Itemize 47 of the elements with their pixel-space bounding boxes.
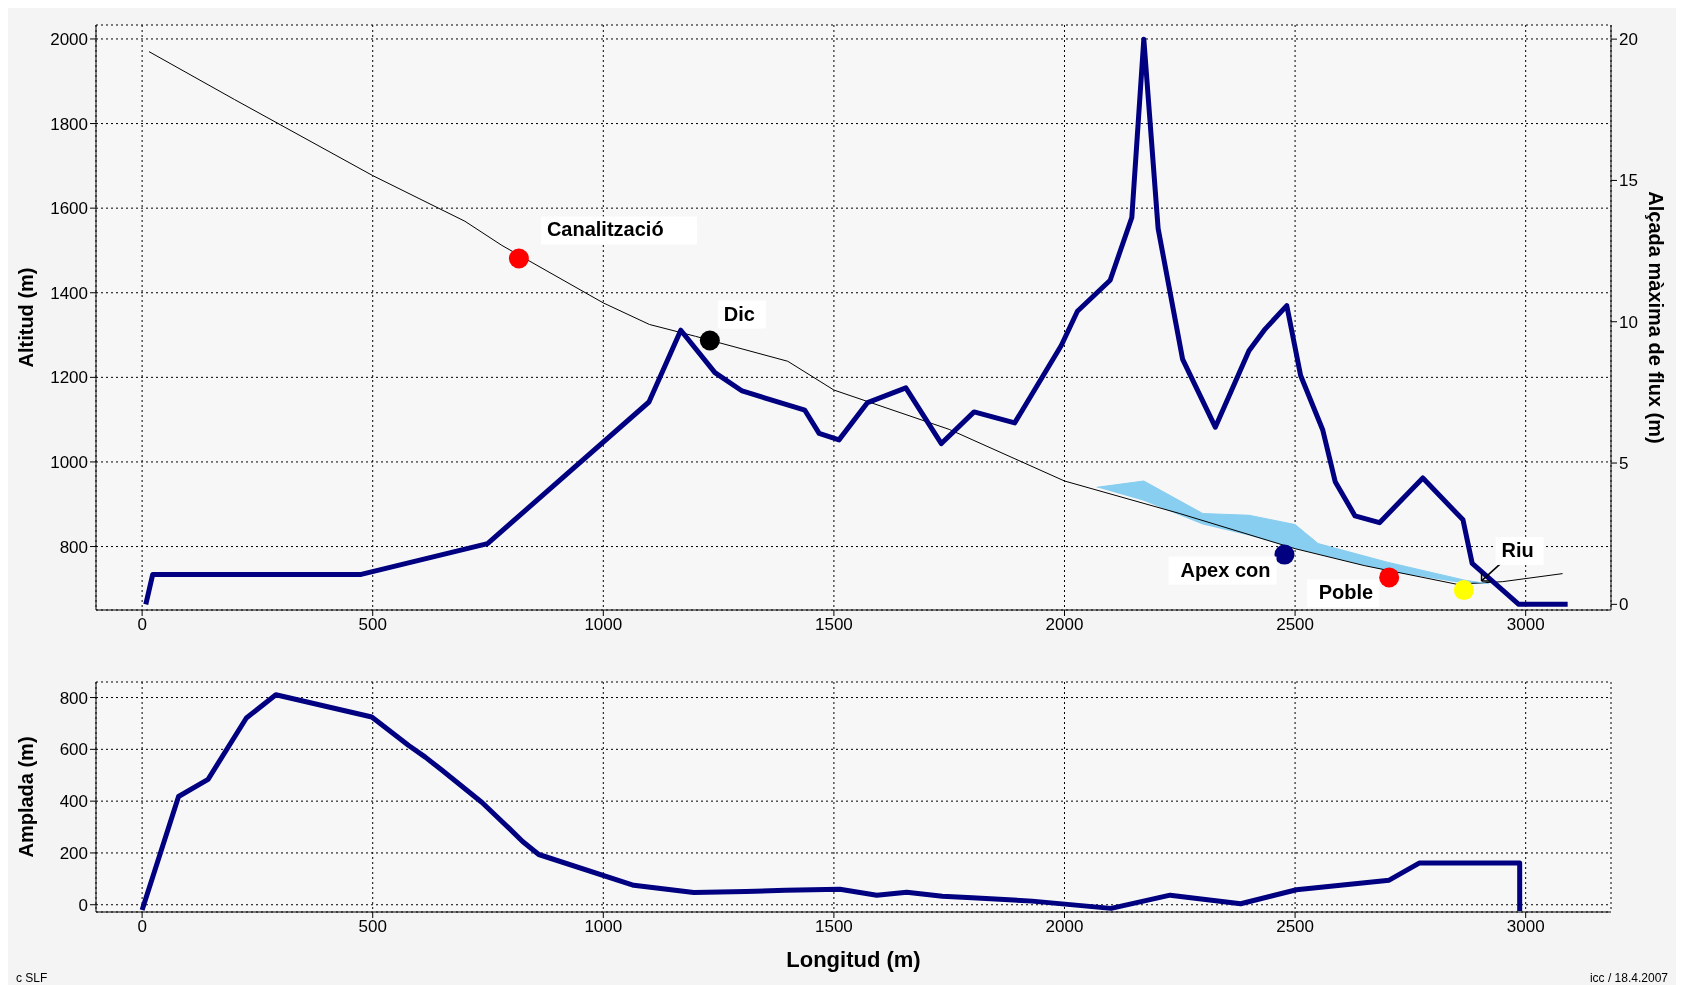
y-tick-label: 800 bbox=[59, 688, 88, 708]
y2-tick-label: 10 bbox=[1619, 312, 1638, 332]
y2-axis-title: Alçada màxima de flux (m) bbox=[1644, 191, 1667, 444]
text: icc / 18.4.2007 bbox=[1589, 971, 1668, 985]
x-tick-label: 1000 bbox=[584, 615, 623, 635]
y-tick-label: 1000 bbox=[50, 452, 88, 472]
x-tick-label: 1500 bbox=[814, 615, 853, 635]
x-tick-label: 3000 bbox=[1506, 917, 1545, 937]
x-tick-label: 0 bbox=[137, 917, 147, 937]
y-tick-label: 200 bbox=[59, 843, 88, 863]
x-tick-label: 3000 bbox=[1506, 615, 1545, 635]
y-axis-title: Amplada (m) bbox=[15, 736, 38, 858]
annotation: Riu bbox=[1501, 538, 1534, 561]
x-tick-label: 500 bbox=[358, 917, 387, 937]
y-tick-label: 600 bbox=[59, 740, 88, 760]
annotation: Apex con bbox=[1180, 558, 1271, 581]
y-tick-label: 800 bbox=[59, 537, 88, 557]
y2-tick-label: 5 bbox=[1619, 454, 1629, 474]
x-tick-label: 2500 bbox=[1276, 615, 1314, 635]
text: c SLF bbox=[16, 971, 48, 985]
x-tick-label: 1000 bbox=[584, 917, 623, 937]
point bbox=[699, 330, 720, 351]
x-tick-label: 2500 bbox=[1276, 917, 1314, 937]
point bbox=[508, 248, 529, 269]
y2-tick-label: 15 bbox=[1619, 171, 1638, 191]
y-tick-label: 400 bbox=[59, 792, 88, 812]
x-tick-label: 500 bbox=[358, 615, 387, 635]
y2-tick-label: 0 bbox=[1619, 595, 1629, 615]
annotation: Canalització bbox=[546, 218, 664, 241]
x-tick-label: 2000 bbox=[1045, 615, 1084, 635]
x-axis-title: Longitud (m) bbox=[786, 947, 921, 972]
y-tick-label: 1200 bbox=[50, 368, 88, 388]
x-tick-label: 1500 bbox=[814, 917, 853, 937]
y2-tick-label: 20 bbox=[1619, 30, 1638, 50]
point bbox=[1379, 567, 1400, 588]
y-tick-label: 1800 bbox=[50, 114, 88, 134]
y-tick-label: 2000 bbox=[50, 29, 88, 49]
point bbox=[1274, 544, 1295, 565]
y-tick-label: 1600 bbox=[50, 199, 88, 219]
y-axis-title: Altitud (m) bbox=[15, 267, 38, 368]
x-tick-label: 2000 bbox=[1045, 917, 1084, 937]
x-tick-label: 0 bbox=[137, 615, 147, 635]
annotation: Poble bbox=[1318, 581, 1374, 604]
y-tick-label: 0 bbox=[78, 895, 88, 915]
y-tick-label: 1400 bbox=[50, 283, 88, 303]
point bbox=[1453, 580, 1474, 601]
annotation: Dic bbox=[723, 302, 755, 325]
